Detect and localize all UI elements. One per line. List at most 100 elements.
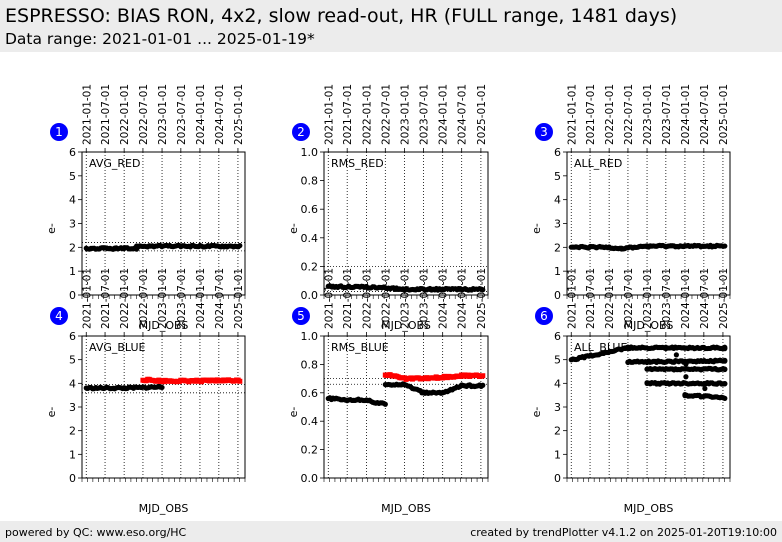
x-axis-label: MJD_OBS <box>624 319 674 332</box>
header-bar: ESPRESSO: BIAS RON, 4x2, slow read-out, … <box>0 0 782 52</box>
y-tick-label: 2 <box>554 425 561 438</box>
data-point <box>722 381 728 387</box>
x-axis-label: MJD_OBS <box>624 502 674 515</box>
date-tick-label: 2021-07-01 <box>585 268 597 329</box>
y-tick-label: 0.0 <box>301 472 319 485</box>
date-tick-label: 2024-07-01 <box>699 84 711 145</box>
plot-frame <box>566 151 731 296</box>
data-point <box>722 395 728 401</box>
chart-panel-5: 2021-01-01 2021-07-01 2022-01-01 2022-07-01… <box>287 268 489 515</box>
page-title: ESPRESSO: BIAS RON, 4x2, slow read-out, … <box>5 5 678 27</box>
date-tick-label: 2025-01-01 <box>718 268 730 329</box>
panel-number: 5 <box>297 309 305 323</box>
data-point <box>237 243 243 249</box>
y-tick-label: 1 <box>69 265 76 278</box>
y-tick-label: 0.2 <box>301 260 319 273</box>
plot-frame <box>81 151 246 296</box>
data-point <box>683 361 689 367</box>
y-tick-label: 2 <box>69 425 76 438</box>
date-tick-label: 2025-01-01 <box>476 268 488 329</box>
data-point <box>237 378 243 384</box>
y-axis-label: e- <box>530 223 543 234</box>
date-tick-label: 2022-01-01 <box>119 84 131 145</box>
panel-label: AVG_RED <box>89 157 140 170</box>
footer-generator: created by trendPlotter v4.1.2 on 2025-0… <box>470 526 777 539</box>
data-point <box>722 366 728 372</box>
y-tick-label: 0 <box>554 472 561 485</box>
x-axis-label: MJD_OBS <box>381 502 431 515</box>
data-series <box>325 381 486 407</box>
y-tick-label: 0.8 <box>301 175 319 188</box>
date-tick-label: 2024-01-01 <box>680 268 692 329</box>
y-axis-label: e- <box>45 407 58 418</box>
x-axis-label: MJD_OBS <box>139 502 189 515</box>
data-series <box>568 344 728 401</box>
plot-frame <box>566 335 731 479</box>
date-tick-label: 2023-01-01 <box>400 268 412 329</box>
date-tick-label: 2022-07-01 <box>138 268 150 329</box>
y-tick-label: 0.6 <box>301 203 319 216</box>
y-tick-label: 1.0 <box>301 146 319 159</box>
panel-label: RMS_BLUE <box>331 341 389 354</box>
y-tick-label: 5 <box>554 170 561 183</box>
panel-number: 2 <box>297 125 305 139</box>
data-point <box>480 373 486 379</box>
date-tick-label: 2023-07-01 <box>418 84 430 145</box>
date-tick-label: 2023-01-01 <box>157 268 169 329</box>
date-tick-label: 2022-01-01 <box>361 84 373 145</box>
data-series <box>568 242 728 252</box>
y-tick-label: 1.0 <box>301 330 319 343</box>
date-tick-label: 2025-01-01 <box>718 84 730 145</box>
y-axis-label: e- <box>287 223 300 234</box>
date-tick-label: 2025-01-01 <box>233 84 245 145</box>
y-tick-label: 3 <box>69 401 76 414</box>
y-tick-label: 3 <box>69 218 76 231</box>
data-point <box>159 384 165 391</box>
date-tick-label: 2023-01-01 <box>400 84 412 145</box>
panel-number-badge <box>535 307 553 325</box>
date-tick-label: 2021-07-01 <box>342 84 354 145</box>
y-tick-label: 0 <box>554 289 561 302</box>
data-point <box>382 401 388 407</box>
chart-panel-3: 2021-01-01 2021-07-01 2022-01-01 2022-07-01… <box>530 84 731 332</box>
date-tick-label: 2021-01-01 <box>81 268 93 329</box>
outlier-series <box>140 376 243 385</box>
panel-number-badge <box>292 123 310 141</box>
x-axis-label: MJD_OBS <box>381 319 431 332</box>
panel-number-badge <box>50 123 68 141</box>
date-tick-label: 2021-07-01 <box>100 84 112 145</box>
date-tick-label: 2024-07-01 <box>699 268 711 329</box>
y-tick-label: 1 <box>69 448 76 461</box>
data-point <box>480 382 486 388</box>
date-tick-label: 2024-01-01 <box>438 84 450 145</box>
date-tick-label: 2023-07-01 <box>661 268 673 329</box>
y-tick-label: 6 <box>69 146 76 159</box>
data-point <box>702 385 708 392</box>
panel-number: 1 <box>55 125 63 139</box>
date-tick-label: 2023-01-01 <box>642 84 654 145</box>
date-tick-label: 2024-07-01 <box>214 84 226 145</box>
date-tick-label: 2024-01-01 <box>195 268 207 329</box>
date-tick-label: 2022-07-01 <box>623 268 635 329</box>
data-point <box>722 344 728 350</box>
data-point <box>480 287 486 293</box>
date-tick-label: 2023-07-01 <box>176 84 188 145</box>
date-tick-label: 2024-07-01 <box>457 84 469 145</box>
chart-panel-1: 2021-01-01 2021-07-01 2022-01-01 2022-07-01… <box>45 84 246 332</box>
panel-number: 6 <box>540 309 548 323</box>
date-tick-label: 2021-01-01 <box>323 268 335 329</box>
date-tick-label: 2023-01-01 <box>642 268 654 329</box>
panel-number-badge <box>292 307 310 325</box>
date-tick-label: 2025-01-01 <box>233 268 245 329</box>
y-tick-label: 5 <box>69 170 76 183</box>
data-point <box>673 352 679 358</box>
plot-grid: 2021-01-01 2021-07-01 2022-01-01 2022-07-01… <box>45 84 731 515</box>
date-tick-label: 2023-01-01 <box>157 84 169 145</box>
panel-number: 4 <box>55 309 63 323</box>
date-tick-label: 2022-01-01 <box>361 268 373 329</box>
chart-panel-4: 2021-01-01 2021-07-01 2022-01-01 2022-07-01… <box>45 268 246 515</box>
y-tick-label: 3 <box>554 401 561 414</box>
y-tick-label: 6 <box>69 330 76 343</box>
date-tick-label: 2023-07-01 <box>176 268 188 329</box>
date-tick-label: 2022-07-01 <box>138 84 150 145</box>
